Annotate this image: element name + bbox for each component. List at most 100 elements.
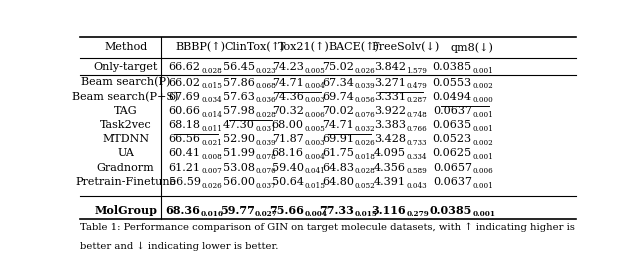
Text: 51.99: 51.99 (223, 148, 255, 159)
Text: 69.74: 69.74 (322, 92, 354, 102)
Text: Beam search(P+S): Beam search(P+S) (72, 92, 179, 102)
Text: 64.80: 64.80 (322, 177, 354, 187)
Text: 0.0637: 0.0637 (433, 177, 472, 187)
Text: 0.001: 0.001 (472, 125, 493, 133)
Text: 57.98: 57.98 (223, 106, 255, 116)
Text: 60.41: 60.41 (168, 148, 200, 159)
Text: 0.748: 0.748 (406, 111, 427, 119)
Text: Task2vec: Task2vec (100, 120, 152, 130)
Text: 0.023: 0.023 (255, 67, 276, 75)
Text: 0.037: 0.037 (255, 182, 276, 190)
Text: 0.052: 0.052 (355, 182, 375, 190)
Text: BACE(↑): BACE(↑) (328, 42, 380, 53)
Text: 67.34: 67.34 (322, 77, 354, 88)
Text: 0.001: 0.001 (472, 111, 493, 119)
Text: 0.006: 0.006 (304, 111, 325, 119)
Text: 3.383: 3.383 (374, 120, 406, 130)
Text: 74.71: 74.71 (322, 120, 354, 130)
Text: 0.001: 0.001 (472, 153, 493, 161)
Text: 0.287: 0.287 (406, 96, 427, 104)
Text: 0.034: 0.034 (201, 96, 221, 104)
Text: 0.0523: 0.0523 (433, 134, 472, 144)
Text: 77.33: 77.33 (319, 205, 354, 216)
Text: 0.005: 0.005 (304, 67, 325, 75)
Text: 0.018: 0.018 (355, 153, 375, 161)
Text: 68.18: 68.18 (168, 120, 200, 130)
Text: Beam search(P): Beam search(P) (81, 77, 170, 88)
Text: 0.733: 0.733 (406, 139, 427, 147)
Text: 0.0385: 0.0385 (429, 205, 472, 216)
Text: 4.356: 4.356 (374, 163, 406, 173)
Text: 56.59: 56.59 (168, 177, 200, 187)
Text: 56.45: 56.45 (223, 62, 255, 72)
Text: 0.014: 0.014 (201, 111, 222, 119)
Text: 0.002: 0.002 (472, 82, 493, 90)
Text: 0.039: 0.039 (355, 82, 375, 90)
Text: 0.000: 0.000 (472, 96, 493, 104)
Text: 0.039: 0.039 (255, 139, 276, 147)
Text: 74.23: 74.23 (272, 62, 304, 72)
Text: 0.005: 0.005 (304, 125, 325, 133)
Text: 0.003: 0.003 (304, 96, 325, 104)
Text: 0.028: 0.028 (255, 111, 276, 119)
Text: 0.001: 0.001 (472, 210, 495, 218)
Text: 47.30: 47.30 (223, 120, 255, 130)
Text: 57.86: 57.86 (223, 77, 255, 88)
Text: 0.0635: 0.0635 (433, 120, 472, 130)
Text: 56.00: 56.00 (223, 177, 255, 187)
Text: 70.02: 70.02 (322, 106, 354, 116)
Text: 0.015: 0.015 (304, 182, 325, 190)
Text: 0.027: 0.027 (255, 210, 278, 218)
Text: 0.0657: 0.0657 (433, 163, 472, 173)
Text: 0.043: 0.043 (406, 182, 427, 190)
Text: Method: Method (104, 42, 147, 52)
Text: Gradnorm: Gradnorm (97, 163, 154, 173)
Text: 75.66: 75.66 (269, 205, 304, 216)
Text: 52.90: 52.90 (223, 134, 255, 144)
Text: 4.095: 4.095 (374, 148, 406, 159)
Text: 0.0553: 0.0553 (433, 77, 472, 88)
Text: Only-target: Only-target (93, 62, 158, 72)
Text: 0.008: 0.008 (201, 153, 222, 161)
Text: 0.016: 0.016 (201, 210, 224, 218)
Text: 0.011: 0.011 (201, 125, 222, 133)
Text: 0.036: 0.036 (255, 96, 276, 104)
Text: 70.32: 70.32 (272, 106, 304, 116)
Text: 0.002: 0.002 (472, 139, 493, 147)
Text: 67.69: 67.69 (169, 92, 200, 102)
Text: ClinTox(↑): ClinTox(↑) (225, 42, 285, 53)
Text: 69.91: 69.91 (322, 134, 354, 144)
Text: 57.63: 57.63 (223, 92, 255, 102)
Text: 0.004: 0.004 (304, 210, 327, 218)
Text: better and ↓ indicating lower is better.: better and ↓ indicating lower is better. (80, 241, 278, 250)
Text: 61.75: 61.75 (322, 148, 354, 159)
Text: 61.21: 61.21 (168, 163, 200, 173)
Text: 74.71: 74.71 (272, 77, 304, 88)
Text: 0.0625: 0.0625 (433, 148, 472, 159)
Text: 0.032: 0.032 (355, 125, 375, 133)
Text: Table 1: Performance comparison of GIN on target molecule datasets, with ↑ indic: Table 1: Performance comparison of GIN o… (80, 223, 575, 232)
Text: 0.479: 0.479 (406, 82, 427, 90)
Text: 0.056: 0.056 (355, 96, 375, 104)
Text: 66.62: 66.62 (168, 62, 200, 72)
Text: 75.02: 75.02 (322, 62, 354, 72)
Text: 0.004: 0.004 (304, 153, 325, 161)
Text: 0.041: 0.041 (304, 167, 325, 175)
Text: 3.331: 3.331 (374, 92, 406, 102)
Text: 74.36: 74.36 (272, 92, 304, 102)
Text: 0.766: 0.766 (406, 125, 427, 133)
Text: Pretrain-Finetune: Pretrain-Finetune (75, 177, 176, 187)
Text: 0.026: 0.026 (201, 182, 222, 190)
Text: 0.007: 0.007 (201, 167, 222, 175)
Text: 3.271: 3.271 (374, 77, 406, 88)
Text: 59.77: 59.77 (220, 205, 255, 216)
Text: 3.428: 3.428 (374, 134, 406, 144)
Text: 0.015: 0.015 (201, 82, 222, 90)
Text: 0.026: 0.026 (355, 67, 375, 75)
Text: 0.001: 0.001 (472, 182, 493, 190)
Text: 0.0494: 0.0494 (433, 92, 472, 102)
Text: 64.83: 64.83 (322, 163, 354, 173)
Text: 68.36: 68.36 (166, 205, 200, 216)
Text: 0.279: 0.279 (406, 210, 429, 218)
Text: 0.0637: 0.0637 (433, 106, 472, 116)
